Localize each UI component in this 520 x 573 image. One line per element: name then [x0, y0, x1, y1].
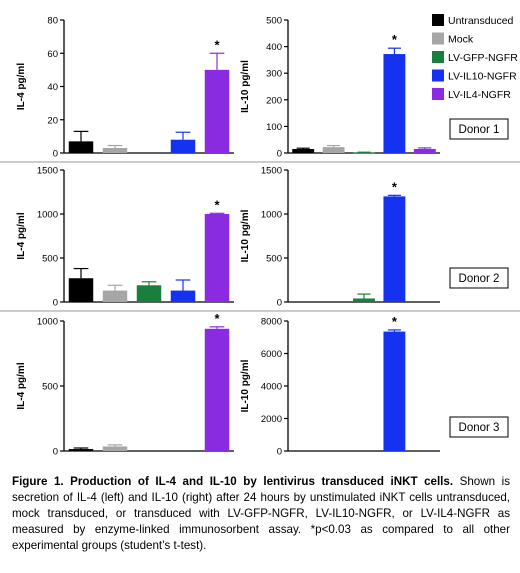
chart-d1-il4: 0 20 40 60 80 IL-4 pg/ml *	[16, 16, 234, 160]
donor-label: Donor 2	[459, 273, 500, 285]
donor-label: Donor 1	[459, 124, 500, 136]
legend-label: LV-IL4-NGFR	[448, 89, 511, 101]
y-tick-label: 80	[47, 16, 58, 27]
bar	[292, 149, 315, 153]
chart-d2-il4: 0 500 1000 1500 IL-4 pg/ml *	[16, 166, 234, 309]
y-tick-label: 400	[266, 42, 282, 53]
bar	[68, 449, 94, 451]
significance-marker: *	[392, 179, 398, 194]
significance-marker: *	[392, 314, 398, 329]
bar	[170, 139, 196, 153]
y-tick-label: 300	[266, 69, 282, 80]
donor-label-box	[449, 118, 509, 140]
bar	[353, 152, 375, 154]
y-tick-label: 0	[53, 298, 58, 309]
legend-swatch	[432, 88, 444, 100]
legend-label: LV-GFP-NGFR	[448, 52, 518, 64]
bar	[68, 278, 94, 302]
donor-label-box	[449, 416, 509, 438]
y-axis-label: IL-4 pg/ml	[16, 63, 27, 110]
bar	[68, 141, 94, 153]
y-tick-label: 500	[42, 382, 58, 393]
y-tick-label: 8000	[261, 317, 282, 328]
bar	[102, 290, 128, 302]
y-axis-label: IL-10 pg/ml	[240, 209, 251, 262]
chart-d1-il10: 0 100 200 300 400 500 IL-10 pg/ml * Donor 1	[240, 16, 509, 160]
y-tick-label: 40	[47, 82, 58, 93]
caption-title: Figure 1. Production of IL-4 and IL-10 b…	[12, 475, 454, 488]
y-tick-label: 500	[266, 16, 282, 27]
y-tick-label: 0	[277, 447, 282, 458]
y-tick-label: 0	[277, 298, 282, 309]
bar	[383, 331, 406, 451]
y-tick-label: 0	[53, 447, 58, 458]
y-tick-label: 60	[47, 49, 58, 60]
y-tick-label: 1000	[37, 317, 58, 328]
caption-body: Shown is secretion of IL-4 (left) and IL…	[12, 475, 510, 552]
significance-marker: *	[214, 197, 220, 212]
y-axis-label: IL-10 pg/ml	[240, 60, 251, 113]
y-tick-label: 1000	[261, 210, 282, 221]
bar	[413, 149, 436, 153]
donor-label-box	[449, 267, 509, 289]
bar	[204, 214, 230, 302]
bar	[383, 196, 406, 302]
y-tick-label: 500	[42, 254, 58, 265]
y-tick-label: 100	[266, 122, 282, 133]
donor-label: Donor 3	[459, 422, 500, 434]
figure-caption: Figure 1. Production of IL-4 and IL-10 b…	[12, 474, 510, 554]
y-tick-label: 6000	[261, 349, 282, 360]
y-tick-label: 1000	[37, 210, 58, 221]
legend-swatch	[432, 32, 444, 45]
chart-d3-il10: 0 2000 4000 6000 8000 IL-10 pg/ml * Donor 3	[240, 314, 509, 458]
y-axis-label: IL-10 pg/ml	[240, 359, 251, 412]
chart-d2-il10: 0 500 1000 1500 IL-10 pg/ml * Donor 2	[240, 166, 509, 309]
bar	[353, 298, 375, 302]
y-tick-label: 200	[266, 95, 282, 106]
y-tick-label: 500	[266, 254, 282, 265]
figure-panels: 0 20 40 60 80 IL-4 pg/ml * 0 100 200 300 400 500 IL-1…	[0, 14, 520, 458]
bar	[136, 285, 162, 302]
legend-swatch	[432, 51, 444, 63]
y-tick-label: 0	[53, 149, 58, 160]
bar	[322, 147, 345, 153]
y-tick-label: 4000	[261, 382, 282, 393]
bar	[170, 290, 196, 302]
significance-marker: *	[392, 32, 398, 47]
y-axis-label: IL-4 pg/ml	[16, 362, 27, 409]
bar	[204, 69, 230, 153]
chart-d3-il4: 0 500 1000 IL-4 pg/ml *	[16, 311, 234, 458]
y-tick-label: 2000	[261, 414, 282, 425]
bar	[102, 446, 128, 451]
significance-marker: *	[214, 37, 220, 52]
y-tick-label: 1500	[37, 166, 58, 177]
legend-label: Untransduced	[448, 15, 514, 27]
legend-swatch	[432, 69, 444, 82]
legend-label: Mock	[448, 34, 474, 46]
y-axis-label: IL-4 pg/ml	[16, 212, 27, 259]
significance-marker: *	[214, 311, 220, 326]
y-tick-label: 1500	[261, 166, 282, 177]
legend-label: LV-IL10-NGFR	[448, 71, 517, 83]
bar	[204, 328, 230, 451]
bar	[383, 54, 406, 153]
legend: Untransduced Mock LV-GFP-NGFR LV-IL10-NGFR L…	[432, 14, 518, 101]
bar	[102, 148, 128, 153]
legend-swatch	[432, 14, 444, 26]
y-tick-label: 0	[277, 149, 282, 160]
y-tick-label: 20	[47, 115, 58, 126]
